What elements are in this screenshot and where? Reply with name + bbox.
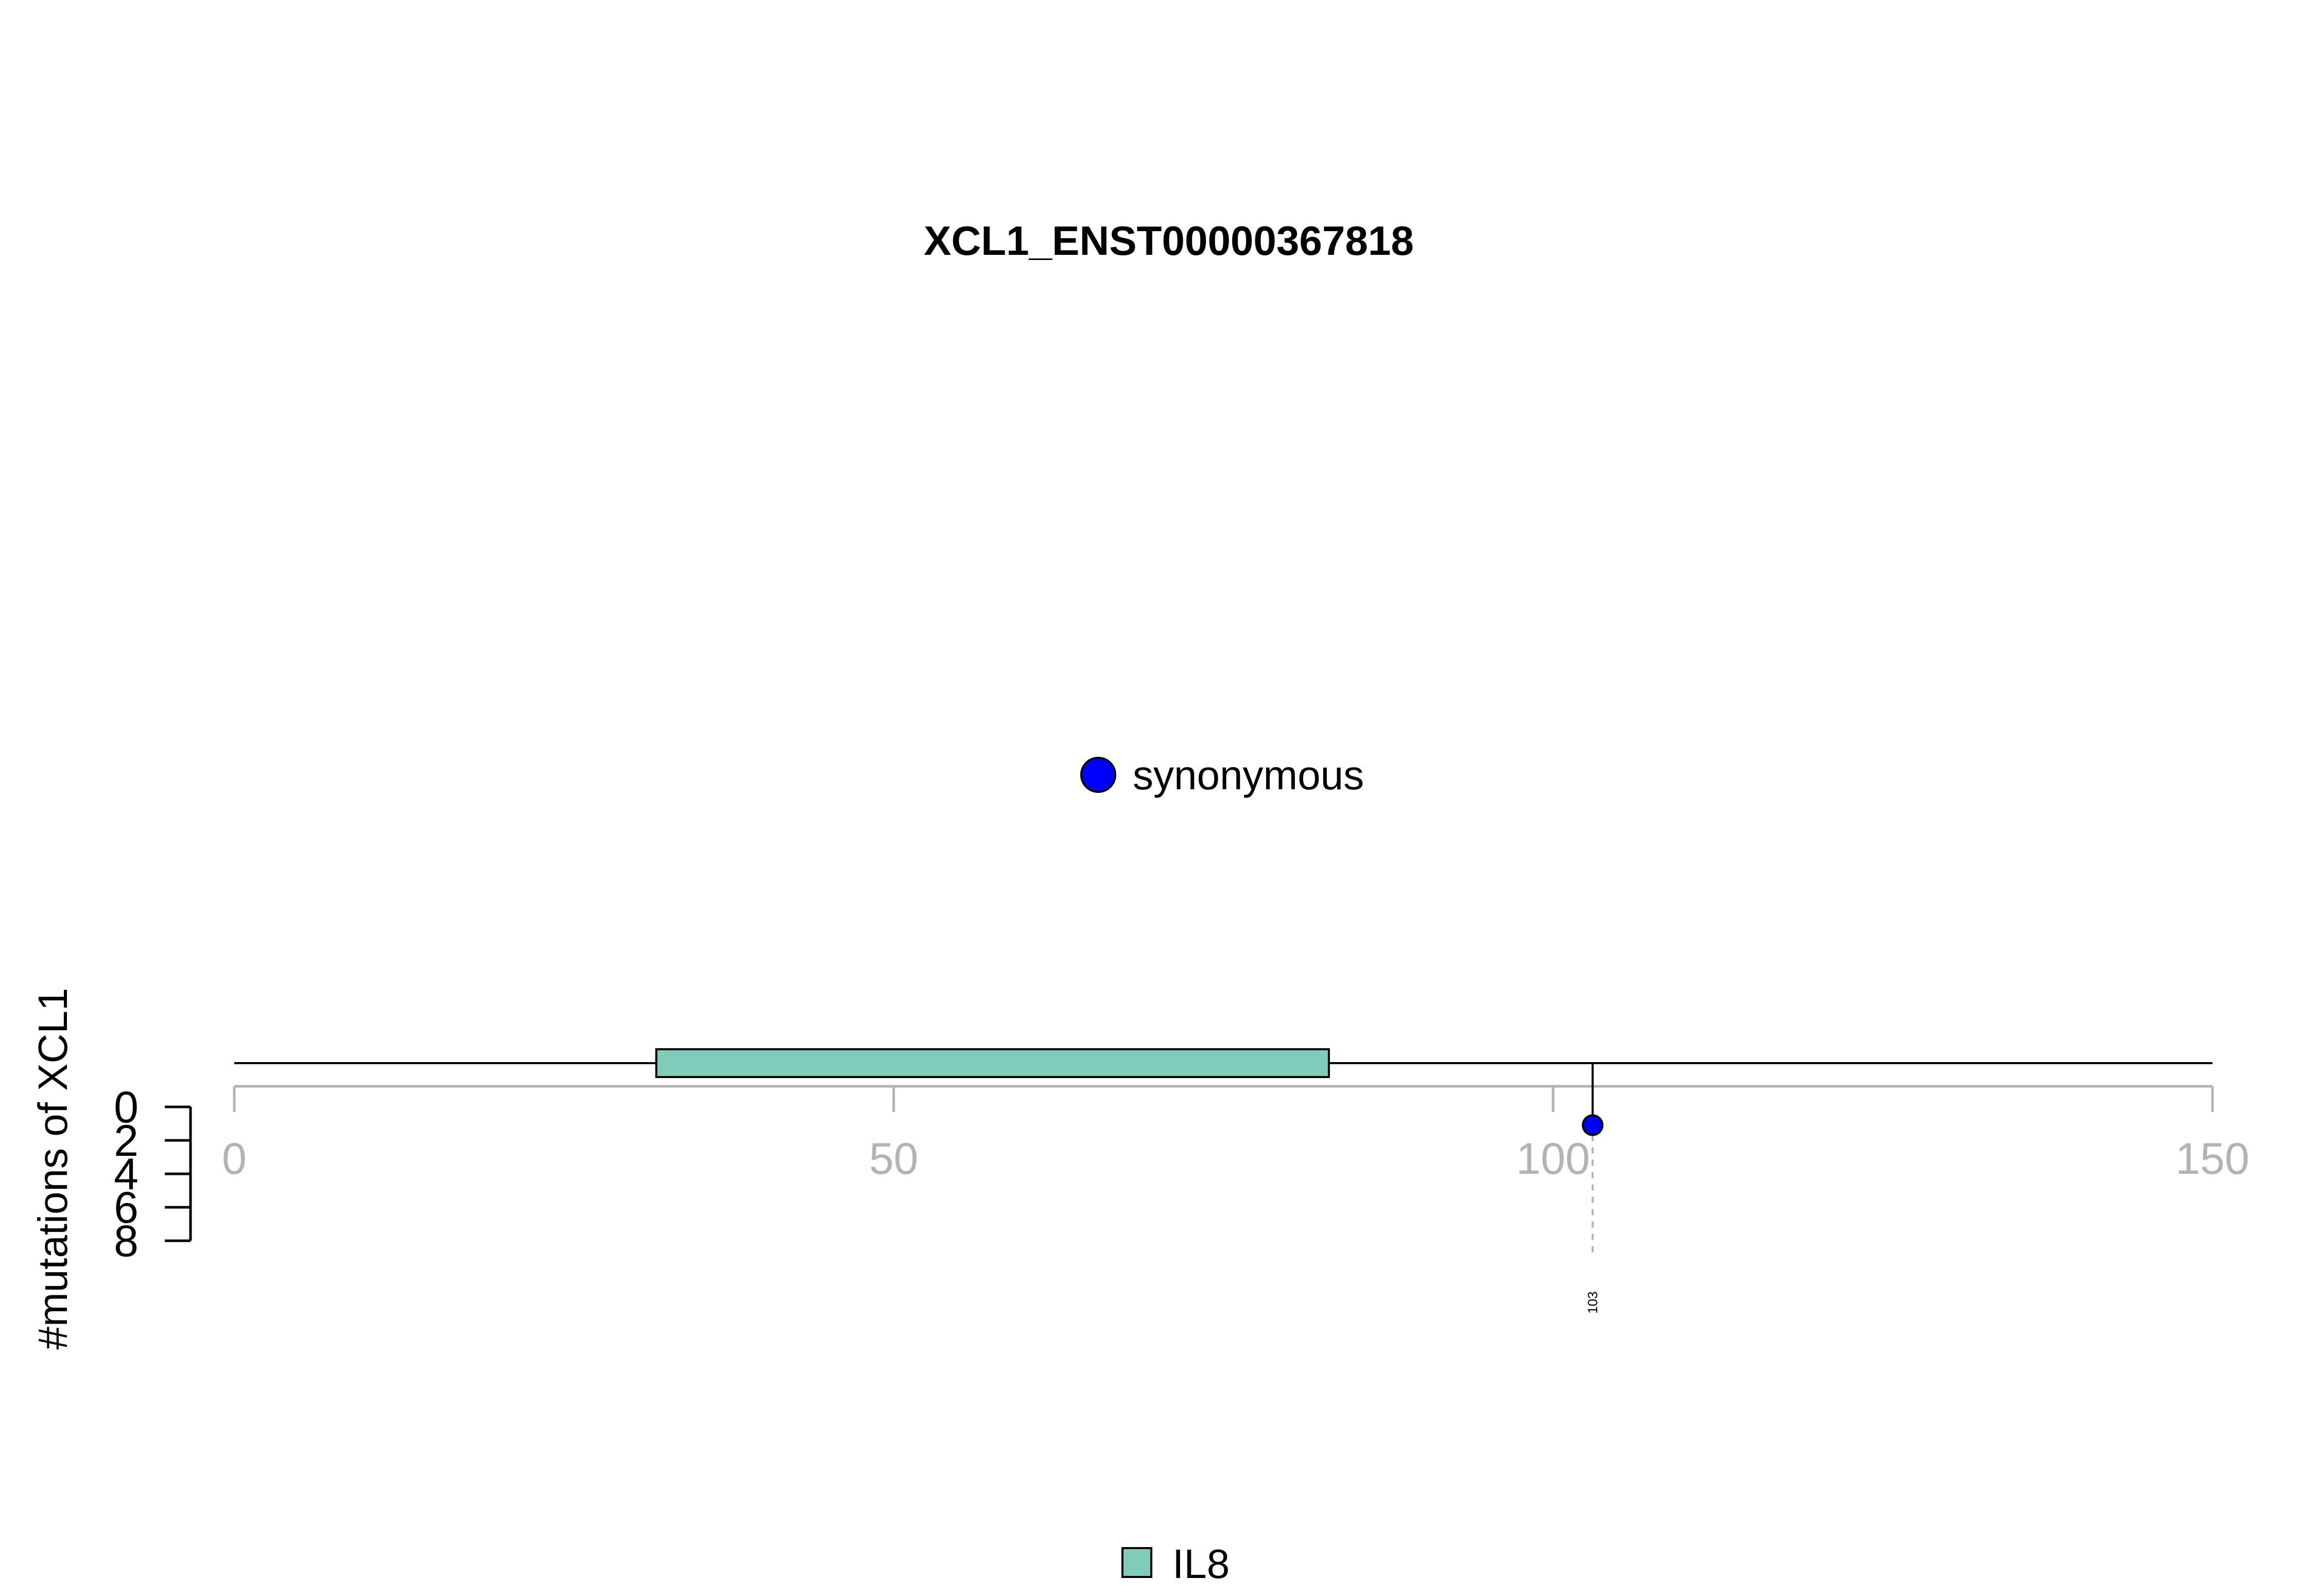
y-tick-label: 2 [114, 1116, 139, 1166]
domain-il8 [655, 1048, 1330, 1078]
y-tick-label: 8 [114, 1217, 139, 1266]
domain-layer [655, 1048, 1330, 1078]
x-tick-label: 50 [869, 1134, 919, 1184]
x-tick-label: 150 [2175, 1134, 2250, 1184]
y-tick-label: 4 [114, 1150, 139, 1199]
y-tick-label: 6 [114, 1183, 139, 1233]
legend-domain-swatch [1121, 1547, 1152, 1578]
legend-synonymous-marker [1080, 757, 1116, 793]
y-tick-label: 0 [114, 1083, 139, 1132]
x-axis: 0 50 100 150 [222, 1085, 2250, 1184]
domain-legend: IL8 [1121, 1541, 1230, 1587]
legend-label: synonymous [1133, 752, 1364, 798]
legend-domain-label: IL8 [1172, 1541, 1230, 1587]
mutation-layer: 103 [1582, 1063, 1604, 1314]
mutation-position-label: 103 [1585, 1291, 1600, 1313]
x-tick-label: 100 [1516, 1134, 1590, 1184]
mutation-legend: synonymous [1080, 752, 1364, 798]
chart-title: XCL1_ENST00000367818 [924, 218, 1414, 264]
mutation-point [1582, 1114, 1604, 1136]
x-tick-label: 0 [222, 1134, 247, 1184]
y-axis-label: #mutations of XCL1 [30, 988, 76, 1350]
